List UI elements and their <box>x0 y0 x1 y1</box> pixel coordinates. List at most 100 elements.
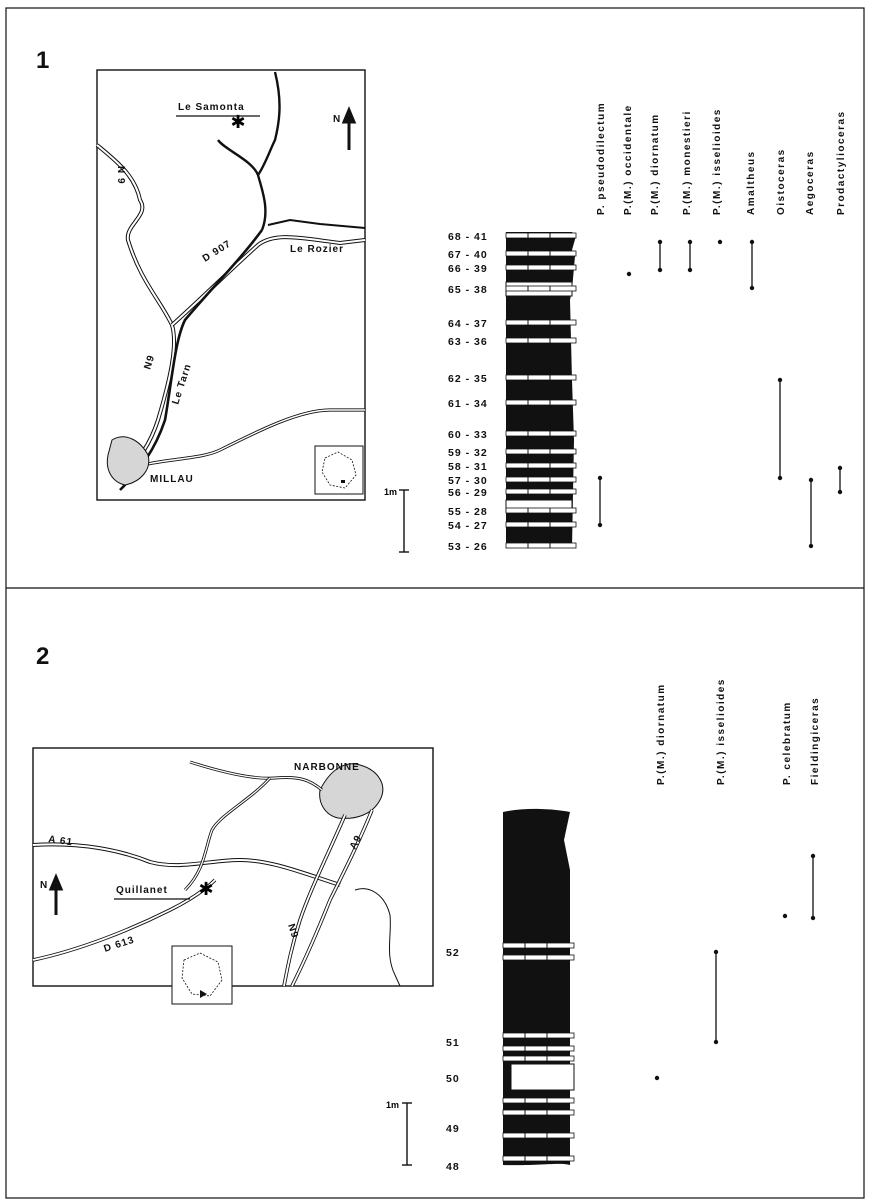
panel1-site-label: Le Samonta <box>178 102 245 113</box>
panel1-taxon-label: P.(M.) isselioides <box>712 108 723 215</box>
panel2-taxon-label: P. celebratum <box>782 701 793 785</box>
river-tarn <box>217 71 281 231</box>
panel1-bed-line <box>505 399 577 406</box>
panel1-ranges <box>597 239 843 549</box>
panel1-north-label: N <box>333 114 341 125</box>
panel1-bed-label: 65 - 38 <box>448 284 488 296</box>
panel1-bed-line <box>505 488 577 495</box>
panel2-scale-label: 1m <box>386 1100 399 1110</box>
panel1-bed-label: 57 - 30 <box>448 475 488 487</box>
panel1-bed-line <box>505 448 577 455</box>
millau-area <box>106 436 150 486</box>
panel1-bed-label: 60 - 33 <box>448 429 488 441</box>
panel1-range-dot <box>657 239 663 245</box>
panel1-town-rozier: Le Rozier <box>290 244 344 255</box>
panel1-column <box>505 232 577 549</box>
panel1-range-dot <box>749 239 755 245</box>
panel2-bed-labels: 52 51 50 49 48 <box>446 947 460 1173</box>
panel1-range-dot <box>837 489 843 495</box>
panel1-range-dot <box>687 267 693 273</box>
panel1-bed-line <box>505 542 577 549</box>
panel1-bed-line <box>505 319 577 326</box>
panel1-taxon-label: P.(M.) diornatum <box>650 113 661 215</box>
panel1-taxon-label: P.(M.) occidentale <box>623 104 634 215</box>
panel2-range-dot <box>713 949 719 955</box>
panel1-taxon-label: P.(M.) monestieri <box>682 110 693 215</box>
panel1-taxon-label: Prodactylioceras <box>836 110 847 215</box>
panel2-ranges <box>654 853 816 1081</box>
panel2-bed-label: 50 <box>446 1073 460 1085</box>
panel2-taxon-label: Fieldingiceras <box>810 697 821 785</box>
panel1-bed-label: 61 - 34 <box>448 398 488 410</box>
site-star-icon: ✱ <box>230 112 245 133</box>
panel1-bed-line <box>505 521 577 528</box>
panel1-map: ✱ Le Samonta N N 9 D 907 N9 Le Tarn Le R… <box>95 69 366 501</box>
panel2-site-label: Quillanet <box>116 885 168 896</box>
panel1-scale-label: 1m <box>384 487 397 497</box>
panel1-column-body <box>506 232 576 548</box>
panel1-bed-line <box>505 507 577 514</box>
panel2-bed-line <box>502 954 575 961</box>
panel1-scale: 1m <box>384 487 409 553</box>
panel2-north-label: N <box>40 880 48 891</box>
panel2-range-dot <box>782 913 788 919</box>
panel1-range-dot <box>837 465 843 471</box>
panel1-range-dot <box>717 239 723 245</box>
panel1-bed-label: 53 - 26 <box>448 541 488 553</box>
panel1-range-dot <box>657 267 663 273</box>
panel2-bed-line <box>502 1045 575 1052</box>
panel2-bed-line <box>502 942 575 949</box>
panel1-bed-label: 67 - 40 <box>448 249 488 261</box>
panel2-bed-label: 49 <box>446 1123 460 1135</box>
france-outline <box>321 451 357 489</box>
panel2-taxa: P.(M.) diornatum P.(M.) isselioides P. cel… <box>656 678 821 785</box>
panel1-road-label-3: N9 <box>142 353 157 370</box>
panel2-taxon-label: P.(M.) diornatum <box>656 683 667 785</box>
panel1-bed-line <box>505 374 577 381</box>
panel1-bed-label: 54 - 27 <box>448 520 488 532</box>
panel2-range-dot <box>713 1039 719 1045</box>
panel2-range-dot <box>810 915 816 921</box>
panel1-range-dot <box>808 543 814 549</box>
panel2-bed-line <box>502 1097 575 1104</box>
panel1-bed-line <box>505 337 577 344</box>
panel2-road-label-3: N9 <box>285 923 300 940</box>
panel1-bed-label: 63 - 36 <box>448 336 488 348</box>
panel1-bed-label: 56 - 29 <box>448 487 488 499</box>
panel1-bed-line <box>505 264 577 271</box>
panel1-inset <box>314 445 364 495</box>
panel2-bed-light <box>510 1063 575 1091</box>
page-frame <box>5 7 865 1199</box>
panel2-bed-line <box>502 1155 575 1162</box>
panel1-bed-line <box>505 285 577 292</box>
panel1-bed-label: 62 - 35 <box>448 373 488 385</box>
panel1-bed-label: 66 - 39 <box>448 263 488 275</box>
panel2-bed-label: 48 <box>446 1161 460 1173</box>
panel2-scale: 1m <box>386 1100 412 1166</box>
panel2-bed-line <box>502 1109 575 1116</box>
panel1-bed-labels: 68 - 41 67 - 40 66 - 39 65 - 38 64 - 37 63 - … <box>448 231 488 553</box>
panel1-number: 1 <box>36 47 49 74</box>
panel1-taxon-label: Amaltheus <box>746 150 757 215</box>
panel1-bed-line <box>505 476 577 483</box>
panel2-bed-line <box>502 1032 575 1039</box>
panel1-bed-label: 68 - 41 <box>448 231 488 243</box>
panel2-bed-line <box>502 1132 575 1139</box>
panel1-bed-line <box>505 430 577 437</box>
north-arrow-icon <box>341 106 357 150</box>
panel1-range-dot <box>626 271 632 277</box>
coastline <box>354 888 401 987</box>
panel1-range-dot <box>777 377 783 383</box>
panel2-town-narbonne: NARBONNE <box>294 762 360 773</box>
panel1-range-dot <box>597 475 603 481</box>
panel2-taxon-label: P.(M.) isselioides <box>716 678 727 785</box>
panel1-bed-label: 58 - 31 <box>448 461 488 473</box>
panel1-bed-label: 59 - 32 <box>448 447 488 459</box>
panel2-number: 2 <box>36 643 49 670</box>
panel1-range-dot <box>808 477 814 483</box>
panel1-range-dot <box>749 285 755 291</box>
panel1-road-label-1: N 9 <box>115 166 126 185</box>
panel2-map: ✱ Quillanet N NARBONNE A 61 A9 N9 D 613 <box>32 747 434 1005</box>
panel1-taxon-label: Oistoceras <box>776 148 787 215</box>
